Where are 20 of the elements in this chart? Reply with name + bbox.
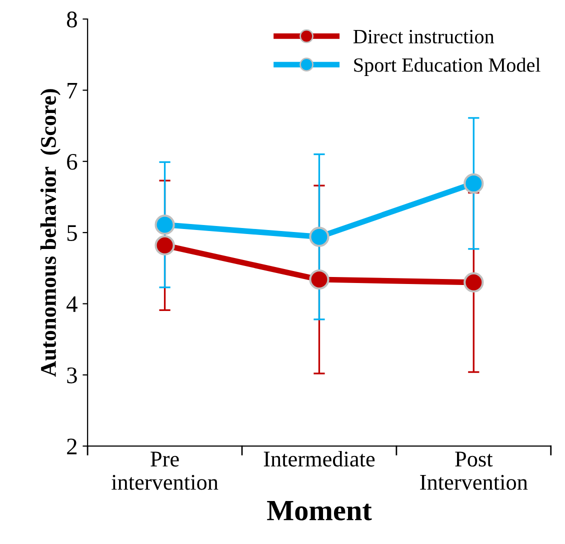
y-tick-label: 7	[68, 82, 78, 98]
x-tick-label: Intermediate	[264, 450, 375, 467]
y-tick-label: 6	[67, 154, 78, 170]
y-tick-label: 8	[66, 12, 77, 28]
x-tick-label: Pre intervention	[112, 452, 218, 490]
point	[464, 272, 484, 292]
legend-label: Sport Education Model	[354, 58, 540, 76]
y-tick-label: 5	[67, 225, 77, 241]
point	[309, 226, 330, 247]
y-tick-label: 2	[67, 438, 77, 454]
point	[154, 214, 175, 235]
y-tick-label: 4	[66, 296, 78, 312]
x-tick-label: Post Intervention	[420, 452, 528, 490]
legend-label: Direct instruction	[353, 30, 494, 44]
y-tick-label: 3	[67, 367, 77, 384]
point	[154, 235, 175, 256]
x-axis-title: Moment	[267, 501, 372, 520]
point	[309, 269, 330, 290]
point	[464, 173, 484, 194]
y-axis-title: Autonomous behavior (Score)	[40, 89, 60, 377]
